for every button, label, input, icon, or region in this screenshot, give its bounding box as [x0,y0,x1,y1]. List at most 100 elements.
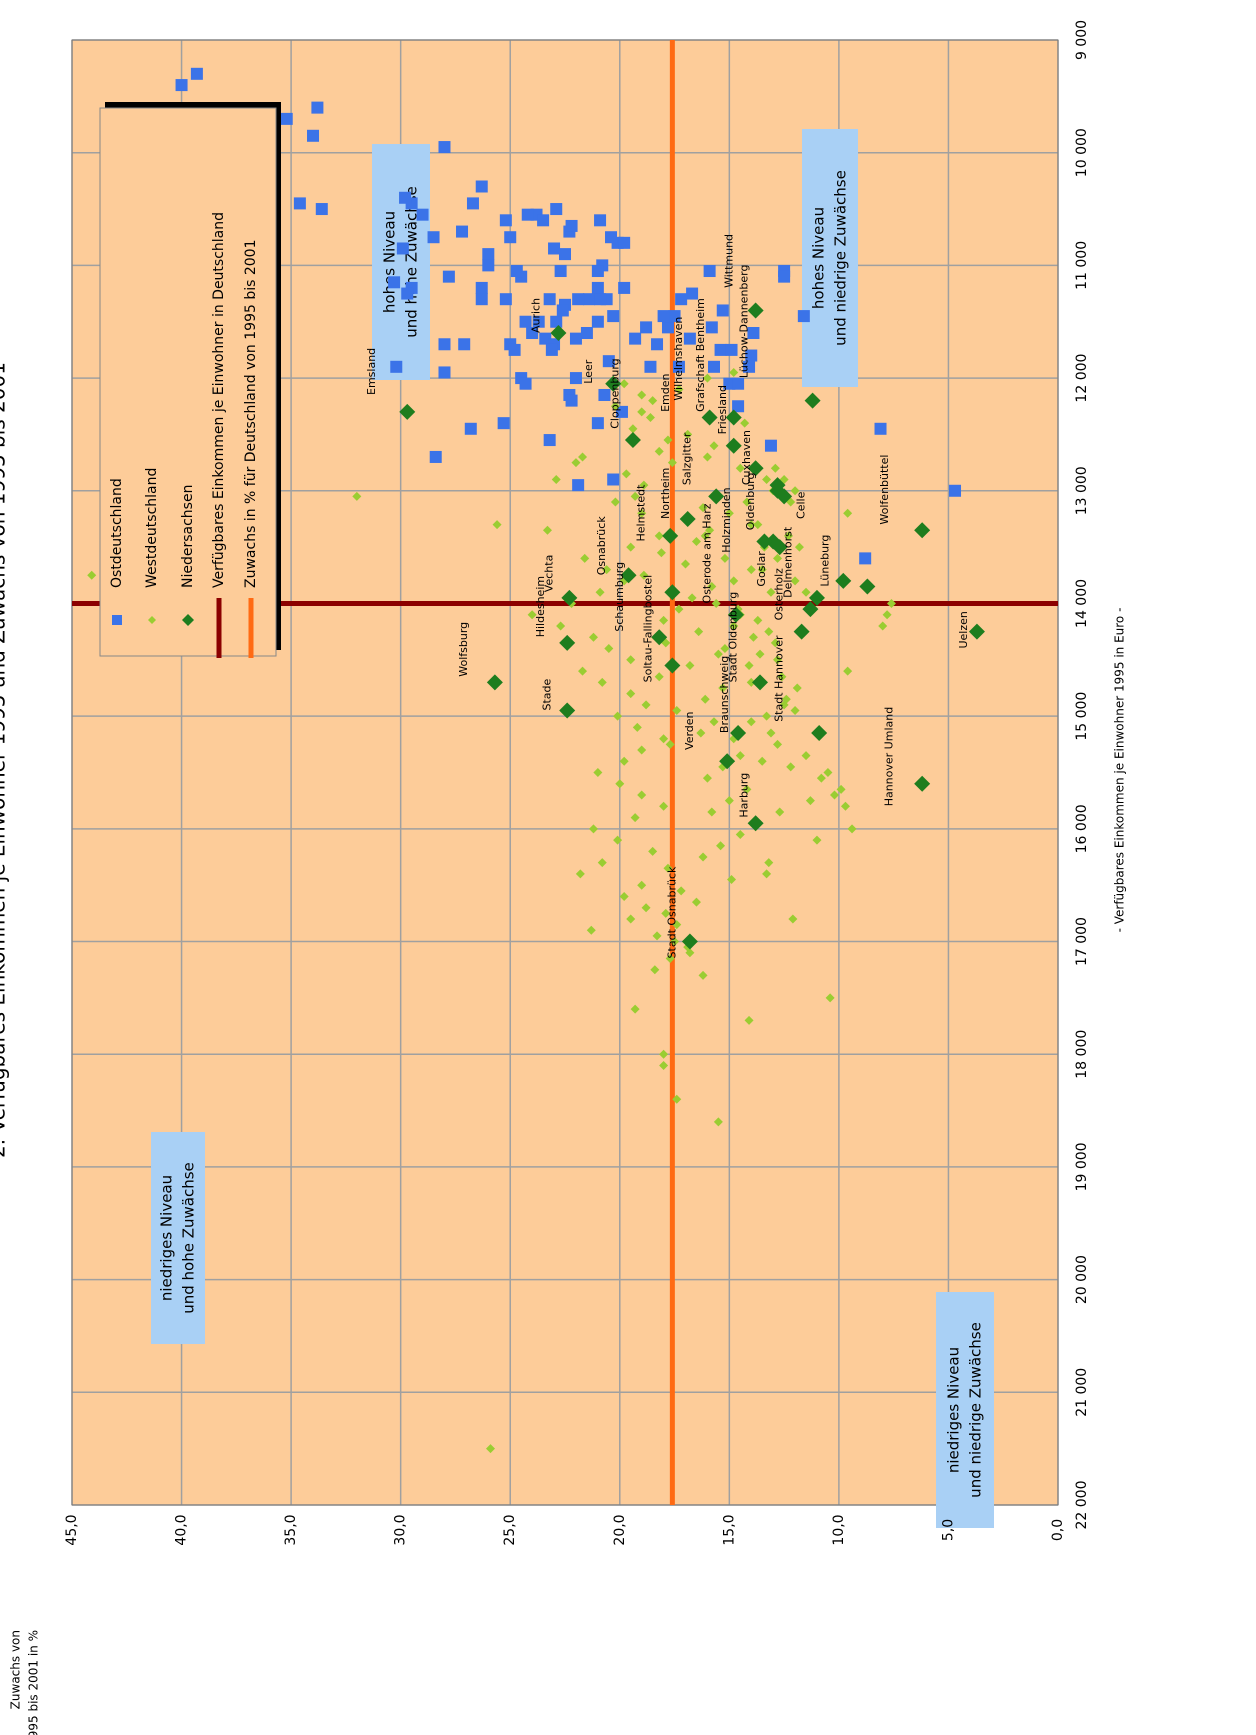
point-ostdeutschland [442,270,455,283]
point-label: Stadt Osnabrück [665,866,678,958]
point-ostdeutschland [607,473,620,486]
point-westdeutschland [777,672,787,682]
point-westdeutschland [718,683,728,693]
point-westdeutschland [597,858,607,868]
point-westdeutschland [882,610,892,620]
point-ostdeutschland [396,242,409,255]
point-westdeutschland [707,807,717,817]
y-tick-label: 15,0 [721,1514,737,1545]
y-tick-label: 35,0 [283,1514,299,1545]
point-westdeutschland [659,1049,669,1059]
point-westdeutschland [663,435,673,445]
point-ostdeutschland [651,338,664,351]
point-niedersachsen [550,325,567,341]
point-westdeutschland [667,458,677,468]
point-ostdeutschland [591,417,604,430]
point-ostdeutschland [559,248,571,261]
point-ostdeutschland [778,270,791,283]
point-label: Celle [795,491,808,519]
point-westdeutschland [702,773,712,783]
point-westdeutschland [729,576,739,586]
point-westdeutschland [825,993,835,1003]
point-niedersachsen [804,392,821,409]
point-westdeutschland [578,452,588,462]
point-westdeutschland [687,593,697,603]
point-ostdeutschland [475,293,488,306]
x-tick-label: 20 000 [1074,1255,1090,1304]
point-westdeutschland [619,756,629,766]
point-ostdeutschland [675,293,688,306]
point-westdeutschland [735,751,745,761]
x-tick-label: 9 000 [1074,20,1090,60]
point-label: Stadt Oldenburg [727,592,740,683]
point-westdeutschland [602,565,612,575]
point-ostdeutschland [427,231,440,244]
point-niedersachsen [399,403,416,420]
point-niedersachsen [859,578,876,595]
point-ostdeutschland [475,281,488,294]
point-westdeutschland [665,953,675,963]
x-axis-title: - Verfügbares Einkommen je Einwohner 199… [1113,608,1127,933]
point-westdeutschland [630,813,640,823]
point-niedersachsen [651,629,668,646]
point-ostdeutschland [591,265,604,278]
point-ostdeutschland [644,360,657,373]
quadrant-label-box [151,1132,205,1344]
point-westdeutschland [753,615,763,625]
point-westdeutschland [610,497,620,507]
point-westdeutschland [790,576,800,586]
point-ostdeutschland [598,388,611,401]
x-tick-label: 15 000 [1074,692,1090,741]
point-westdeutschland [654,672,664,682]
point-westdeutschland [593,768,603,777]
point-westdeutschland [663,863,673,873]
point-ostdeutschland [537,214,550,227]
point-niedersachsen [793,623,810,640]
point-westdeutschland [588,632,598,642]
point-westdeutschland [641,903,651,913]
point-westdeutschland [628,424,638,434]
point-niedersachsen [664,584,681,601]
point-westdeutschland [700,694,710,704]
point-label: Salzgitter [681,432,694,485]
x-tick-label: 19 000 [1074,1142,1090,1191]
point-westdeutschland [630,491,640,501]
point-westdeutschland [729,621,739,631]
point-label: Cloppenburg [608,358,621,428]
point-westdeutschland [676,886,686,896]
point-westdeutschland [711,598,721,608]
point-ostdeutschland [949,484,962,497]
point-westdeutschland [691,536,701,546]
point-ostdeutschland [526,327,539,339]
point-ostdeutschland [521,208,534,221]
point-westdeutschland [735,829,745,839]
point-label: Leer [582,359,595,383]
point-ostdeutschland [683,332,696,345]
point-ostdeutschland [629,332,642,345]
point-ostdeutschland [732,400,745,413]
x-tick-label: 16 000 [1074,804,1090,853]
point-westdeutschland [801,587,811,597]
x-tick-label: 14 000 [1074,579,1090,628]
point-niedersachsen [559,634,576,651]
point-westdeutschland [757,756,767,766]
point-westdeutschland [830,790,840,800]
point-westdeutschland [757,565,767,575]
point-ostdeutschland [745,349,758,362]
legend-label: Zuwachs in % für Deutschland von 1995 bi… [243,240,259,588]
x-tick-label: 13 000 [1074,466,1090,515]
point-westdeutschland [766,587,776,597]
point-niedersachsen [605,375,622,392]
x-tick-label: 21 000 [1074,1368,1090,1417]
point-westdeutschland [580,553,590,563]
point-niedersachsen [747,460,764,477]
point-westdeutschland [746,565,756,575]
point-westdeutschland [626,689,636,699]
point-westdeutschland [626,542,636,552]
point-westdeutschland [713,649,723,659]
point-westdeutschland [790,486,800,496]
point-niedersachsen [835,572,852,589]
point-westdeutschland [542,525,552,535]
quadrant-label-line: und niedrige Zuwächse [832,170,850,346]
point-ostdeutschland [548,242,561,255]
